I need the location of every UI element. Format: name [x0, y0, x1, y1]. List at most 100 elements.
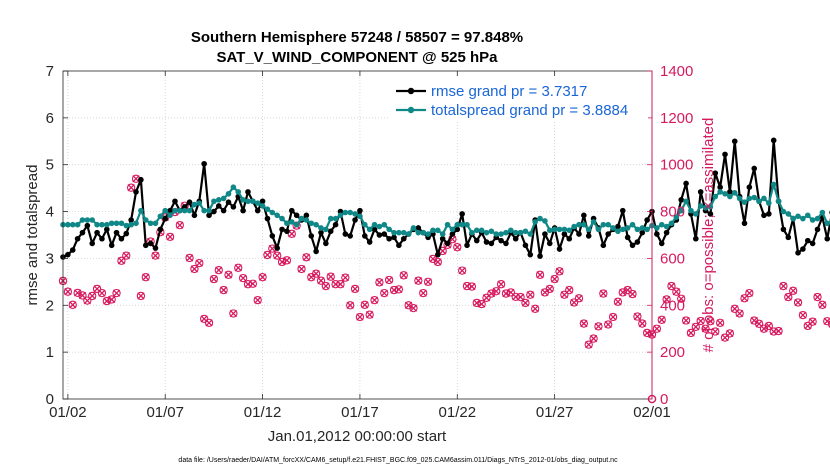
obs-possible-point [209, 274, 219, 284]
obs-possible-point [165, 232, 175, 242]
rmse-point [123, 230, 130, 237]
totalspread-point [104, 221, 110, 228]
obs-assimilated-point [258, 273, 267, 281]
obs-assimilated-point [234, 264, 242, 272]
obs-assimilated-point [380, 289, 388, 297]
totalspread-point [741, 199, 748, 205]
obs-assimilated-point [254, 296, 262, 304]
obs-assimilated-point [594, 322, 603, 331]
obs-assimilated-point [429, 255, 437, 263]
x-tick-label: 01/17 [341, 404, 379, 421]
rmse-point [459, 211, 465, 217]
totalspread-point [508, 227, 514, 234]
obs-possible-point [151, 251, 160, 260]
rmse-point [211, 208, 217, 215]
rmse-point [795, 250, 801, 256]
totalspread-point [751, 194, 758, 201]
y2-tick-label: 1400 [660, 63, 693, 80]
totalspread-point [780, 208, 787, 215]
rmse-point [89, 240, 96, 247]
obs-possible-point [311, 269, 321, 278]
rmse-point [94, 229, 100, 236]
obs-assimilated-point [516, 293, 525, 301]
obs-possible-point [68, 300, 77, 309]
rmse-point [118, 235, 125, 242]
rmse-point [809, 240, 816, 247]
obs-possible-point [638, 319, 647, 328]
rmse-point [133, 189, 139, 195]
totalspread-point [147, 220, 154, 227]
totalspread-point [819, 209, 826, 216]
totalspread-point [186, 207, 193, 214]
rmse-point [717, 184, 723, 191]
obs-assimilated-point [229, 309, 238, 318]
rmse-point [191, 212, 198, 219]
rmse-point [74, 235, 81, 242]
totalspread-point [167, 212, 173, 219]
totalspread-point [288, 219, 295, 225]
obs-assimilated-point [794, 298, 802, 307]
rmse-point [186, 199, 193, 205]
totalspread-point [804, 212, 811, 219]
rmse-point [785, 234, 792, 241]
obs-possible-point [681, 316, 691, 325]
obs-possible-point [574, 294, 584, 303]
obs-assimilated-point [536, 271, 544, 279]
obs-assimilated-point [604, 320, 612, 329]
totalspread-point [658, 221, 665, 228]
obs-assimilated-point [185, 254, 194, 262]
totalspread-point [415, 229, 422, 236]
obs-possible-point [686, 328, 696, 338]
rmse-point [108, 242, 115, 249]
totalspread-point [683, 198, 689, 205]
totalspread-point [89, 217, 96, 223]
obs-assimilated-point [633, 312, 642, 321]
totalspread-point [527, 231, 534, 237]
obs-assimilated-point [64, 288, 72, 296]
obs-possible-point [414, 276, 423, 285]
legend: rmse grand pr = 3.7317 totalspread grand… [390, 76, 648, 120]
obs-assimilated-point [497, 280, 505, 288]
totalspread-point [624, 225, 631, 231]
totalspread-point [488, 228, 495, 235]
obs-possible-point [759, 324, 769, 333]
totalspread-point [386, 226, 392, 233]
obs-possible-point [487, 289, 496, 298]
obs-possible-point [521, 298, 530, 308]
rmse-point [104, 226, 110, 233]
rmse-point [279, 226, 285, 233]
y-tick-label: 7 [46, 63, 54, 80]
obs-assimilated-point [711, 327, 719, 336]
totalspread-point [332, 215, 339, 222]
totalspread-point [211, 198, 217, 205]
obs-possible-point [73, 288, 82, 298]
obs-possible-point [136, 291, 146, 301]
rmse-point [615, 223, 621, 230]
obs-possible-point [83, 296, 92, 305]
totalspread-point [250, 198, 256, 205]
obs-possible-point [706, 317, 715, 326]
obs-possible-point [336, 280, 345, 289]
rmse-point [332, 221, 339, 228]
rmse-point [284, 228, 290, 235]
totalspread-point [142, 217, 149, 223]
obs-possible-point [531, 304, 540, 313]
rmse-point [741, 220, 748, 227]
rmse-point [761, 212, 767, 219]
rmse-point [400, 235, 407, 242]
obs-possible-point [409, 303, 418, 313]
obs-possible-point [117, 256, 126, 265]
rmse-point [342, 231, 349, 237]
rmse-point [65, 251, 71, 258]
totalspread-point [298, 215, 305, 222]
totalspread-point [814, 215, 821, 222]
x-tick-label: 01/27 [536, 404, 574, 421]
obs-possible-point [701, 324, 710, 333]
obs-assimilated-point [716, 319, 724, 327]
obs-possible-point [78, 291, 87, 300]
obs-possible-point [579, 319, 589, 328]
obs-possible-point [112, 288, 121, 298]
obs-possible-point [735, 309, 744, 318]
rmse-point [712, 170, 719, 176]
